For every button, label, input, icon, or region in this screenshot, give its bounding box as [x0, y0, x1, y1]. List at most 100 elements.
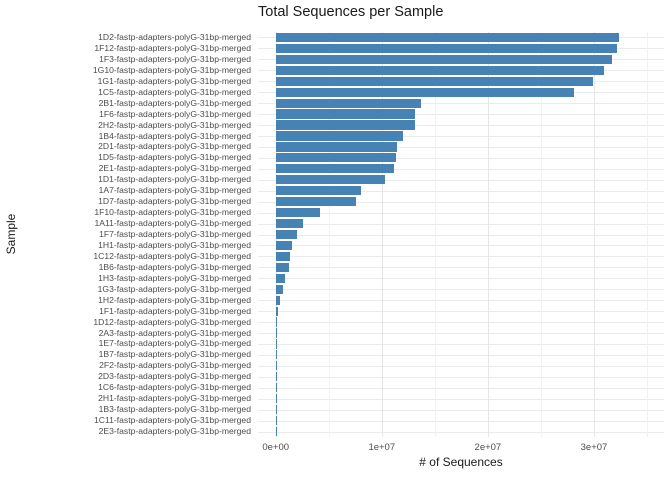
y-axis-tick-label: 1G10-fastp-adapters-polyG-31bp-merged	[92, 64, 251, 75]
vertical-major-gridline	[487, 32, 489, 437]
bar	[275, 295, 281, 305]
bar	[275, 164, 394, 174]
horizontal-gridline	[258, 343, 664, 345]
horizontal-gridline	[258, 278, 664, 280]
horizontal-gridline	[258, 376, 664, 378]
vertical-minor-gridline	[328, 32, 330, 437]
horizontal-gridline	[258, 212, 664, 214]
bar	[275, 131, 403, 141]
horizontal-gridline	[258, 322, 664, 324]
bar	[275, 350, 277, 360]
horizontal-gridline	[258, 420, 664, 422]
horizontal-gridline	[258, 300, 664, 302]
bar	[275, 98, 421, 108]
horizontal-gridline	[258, 223, 664, 225]
y-axis-tick-label: 1C5-fastp-adapters-polyG-31bp-merged	[98, 86, 251, 97]
vertical-major-gridline	[381, 32, 383, 437]
horizontal-gridline	[258, 245, 664, 247]
horizontal-gridline	[258, 157, 664, 159]
y-axis-tick-label: 1B7-fastp-adapters-polyG-31bp-merged	[98, 349, 251, 360]
horizontal-gridline	[258, 289, 664, 291]
bar	[275, 361, 277, 371]
y-axis-tick-label: 1G3-fastp-adapters-polyG-31bp-merged	[97, 283, 251, 294]
bar	[275, 76, 593, 86]
horizontal-gridline	[258, 201, 664, 203]
bar	[275, 109, 416, 119]
bar	[275, 186, 361, 196]
horizontal-gridline	[258, 125, 664, 127]
y-axis-tick-label: 1D7-fastp-adapters-polyG-31bp-merged	[98, 196, 251, 207]
horizontal-gridline	[258, 431, 664, 433]
x-axis-tick-label: 1e+07	[368, 442, 396, 453]
y-axis-tick-label: 2D1-fastp-adapters-polyG-31bp-merged	[98, 141, 251, 152]
y-axis-tick-label: 1F7-fastp-adapters-polyG-31bp-merged	[99, 229, 251, 240]
vertical-minor-gridline	[434, 32, 436, 437]
bar	[275, 317, 277, 327]
bar	[275, 328, 277, 338]
y-axis-tick-label: 2H2-fastp-adapters-polyG-31bp-merged	[98, 119, 251, 130]
bar	[275, 262, 289, 272]
y-axis-tick-label: 1D12-fastp-adapters-polyG-31bp-merged	[93, 316, 251, 327]
bar	[275, 65, 604, 75]
horizontal-gridline	[258, 146, 664, 148]
horizontal-gridline	[258, 267, 664, 269]
horizontal-gridline	[258, 256, 664, 258]
horizontal-gridline	[258, 387, 664, 389]
y-axis-tick-label: 2F2-fastp-adapters-polyG-31bp-merged	[99, 360, 251, 371]
bar	[275, 153, 397, 163]
y-axis-tick-label: 1B6-fastp-adapters-polyG-31bp-merged	[98, 261, 251, 272]
bar	[275, 273, 285, 283]
y-axis-tick-label: 1F1-fastp-adapters-polyG-31bp-merged	[99, 305, 251, 316]
y-axis-tick-label: 2D3-fastp-adapters-polyG-31bp-merged	[98, 371, 251, 382]
bar	[275, 197, 357, 207]
y-axis-tick-label: 1A7-fastp-adapters-polyG-31bp-merged	[98, 185, 251, 196]
horizontal-gridline	[258, 409, 664, 411]
y-axis-tick-label: 1C11-fastp-adapters-polyG-31bp-merged	[94, 415, 251, 426]
y-axis-tick-label: 1F6-fastp-adapters-polyG-31bp-merged	[99, 108, 251, 119]
chart-title: Total Sequences per Sample	[258, 4, 444, 20]
horizontal-gridline	[258, 168, 664, 170]
horizontal-gridline	[258, 234, 664, 236]
y-axis-tick-label: 1H1-fastp-adapters-polyG-31bp-merged	[98, 239, 251, 250]
bar	[275, 43, 618, 53]
bar	[275, 175, 385, 185]
horizontal-gridline	[258, 311, 664, 313]
horizontal-gridline	[258, 103, 664, 105]
horizontal-gridline	[258, 398, 664, 400]
y-axis-tick-label: 1B3-fastp-adapters-polyG-31bp-merged	[98, 404, 251, 415]
y-axis-tick-label: 1F10-fastp-adapters-polyG-31bp-merged	[94, 207, 251, 218]
y-axis-tick-label: 1G1-fastp-adapters-polyG-31bp-merged	[97, 75, 251, 86]
y-axis-tick-label: 2A3-fastp-adapters-polyG-31bp-merged	[98, 327, 251, 338]
vertical-major-gridline	[593, 32, 595, 437]
y-axis-tick-label: 2E1-fastp-adapters-polyG-31bp-merged	[98, 163, 251, 174]
x-axis-tick-label: 3e+07	[580, 442, 608, 453]
bar	[275, 142, 398, 152]
bar	[275, 284, 284, 294]
bar	[275, 240, 292, 251]
y-axis-tick-label: 1H2-fastp-adapters-polyG-31bp-merged	[98, 294, 251, 305]
y-axis-tick-label: 1H3-fastp-adapters-polyG-31bp-merged	[98, 272, 251, 283]
y-axis-tick-label: 1D5-fastp-adapters-polyG-31bp-merged	[98, 152, 251, 163]
bar	[275, 218, 304, 229]
x-axis-title: # of Sequences	[419, 455, 503, 469]
plot-panel	[258, 32, 664, 437]
horizontal-gridline	[258, 190, 664, 192]
y-axis-tick-label: 1A11-fastp-adapters-polyG-31bp-merged	[94, 218, 251, 229]
bar	[275, 229, 298, 240]
y-axis-tick-label: 2E3-fastp-adapters-polyG-31bp-merged	[98, 426, 251, 437]
y-axis-tick-label: 1D2-fastp-adapters-polyG-31bp-merged	[98, 32, 251, 42]
horizontal-gridline	[258, 365, 664, 367]
y-axis-tick-label: 2H1-fastp-adapters-polyG-31bp-merged	[98, 393, 251, 404]
x-axis-tick-label: 2e+07	[474, 442, 502, 453]
y-axis-tick-label: 1B4-fastp-adapters-polyG-31bp-merged	[98, 130, 251, 141]
bar	[275, 339, 277, 349]
y-axis-tick-label: 1C6-fastp-adapters-polyG-31bp-merged	[98, 382, 251, 393]
bar	[275, 32, 620, 43]
bar	[275, 208, 321, 218]
y-axis-tick-label: 1D1-fastp-adapters-polyG-31bp-merged	[98, 174, 251, 185]
bar	[275, 372, 277, 382]
y-axis-tick-label: 1F12-fastp-adapters-polyG-31bp-merged	[94, 42, 251, 53]
vertical-minor-gridline	[647, 32, 649, 437]
y-axis-tick-labels: 1D2-fastp-adapters-polyG-31bp-merged 1F12…	[0, 32, 251, 437]
